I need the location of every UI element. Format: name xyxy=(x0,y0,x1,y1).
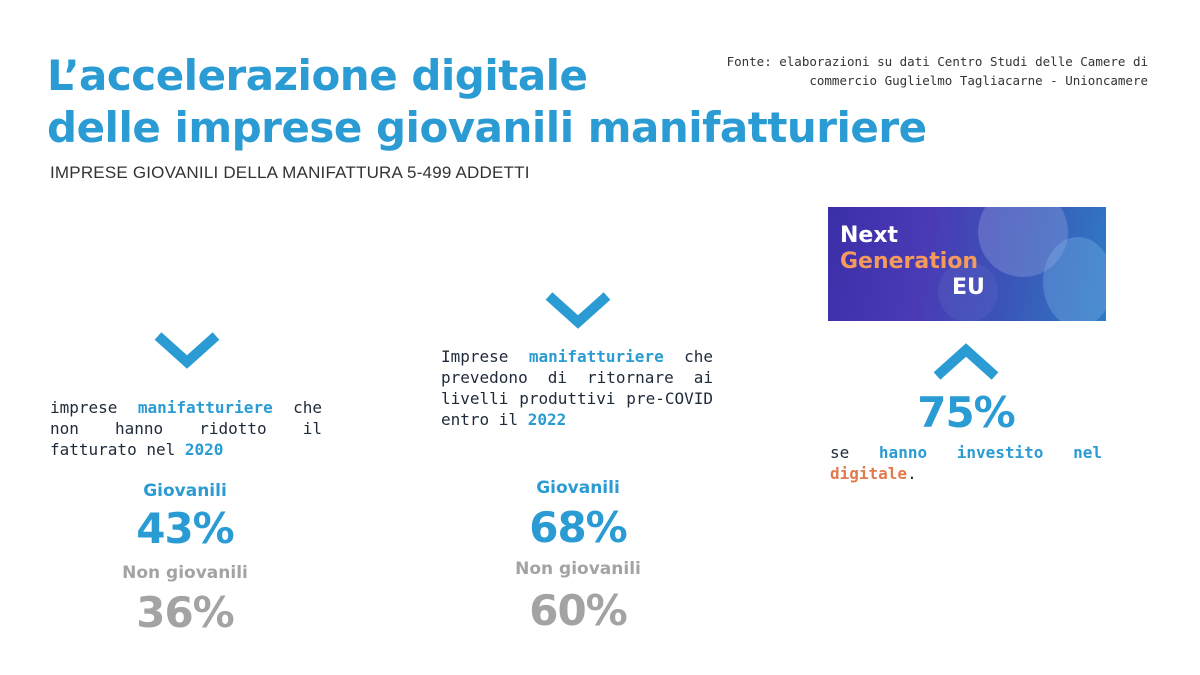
subtitle: IMPRESE GIOVANILI DELLA MANIFATTURA 5-49… xyxy=(50,163,530,182)
panel1-label-other: Non giovanili xyxy=(122,563,248,583)
panel2-value-other: 60% xyxy=(529,586,628,635)
banner-photo-shape xyxy=(978,207,1068,277)
panel3-highlight: hanno investito nel xyxy=(878,443,1102,462)
panel2-label-young: Giovanili xyxy=(536,478,620,498)
chevron-down-icon xyxy=(152,330,222,370)
banner-line-2: Generation xyxy=(840,249,979,274)
panel1-year: 2020 xyxy=(184,440,224,459)
panel2-value-young: 68% xyxy=(529,503,628,552)
panel3-highlight-digital: digitale xyxy=(830,464,908,483)
banner-photo-shape xyxy=(1043,237,1106,321)
next-generation-eu-banner: Next Generation EU xyxy=(828,207,1106,321)
source-line-2: commercio Guglielmo Tagliacarne - Unionc… xyxy=(809,73,1148,88)
panel1-label-young: Giovanili xyxy=(143,481,227,501)
panel2-text-b: che prevedono di ritornare ai livelli pr… xyxy=(441,347,714,429)
panel2-highlight: manifatturiere xyxy=(528,347,664,366)
source-line-1: Fonte: elaborazioni su dati Centro Studi… xyxy=(726,54,1148,69)
page-title: L’accelerazione digitale delle imprese g… xyxy=(47,50,1047,154)
title-line-2: delle imprese giovanili manifatturiere xyxy=(47,103,927,152)
title-line-1: L’accelerazione digitale xyxy=(47,51,588,100)
panel2-year: 2022 xyxy=(527,410,567,429)
banner-text: Next Generation EU xyxy=(840,223,985,301)
panel3-text-a: se xyxy=(830,443,879,462)
panel1-value-other: 36% xyxy=(136,588,235,637)
panel3-text-b: . xyxy=(907,464,917,483)
panel1-value-young: 43% xyxy=(136,504,235,553)
panel2-label-other: Non giovanili xyxy=(515,559,641,579)
banner-line-3: EU xyxy=(952,275,985,300)
panel2-text-a: Imprese xyxy=(441,347,529,366)
panel1-highlight: manifatturiere xyxy=(137,398,273,417)
panel1-text-b: che non hanno ridotto il fatturato nel xyxy=(50,398,323,459)
chevron-down-icon xyxy=(543,290,613,330)
source-note: Fonte: elaborazioni su dati Centro Studi… xyxy=(708,52,1148,90)
banner-line-1: Next xyxy=(840,223,899,248)
panel1-text-a: imprese xyxy=(50,398,138,417)
panel1-description: imprese manifatturiere che non hanno rid… xyxy=(50,397,322,460)
banner-photo-shape xyxy=(938,262,998,321)
chevron-up-icon xyxy=(931,342,1001,382)
panel2-description: Imprese manifatturiere che prevedono di … xyxy=(441,346,713,430)
panel3-description: se hanno investito nel digitale. xyxy=(830,442,1102,484)
panel3-value: 75% xyxy=(917,388,1016,437)
